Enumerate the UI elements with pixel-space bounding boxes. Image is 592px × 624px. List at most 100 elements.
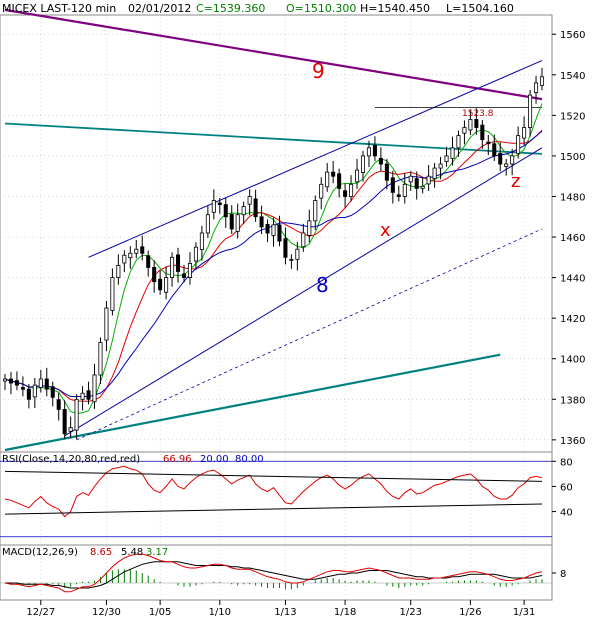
macd-tick-label: 8	[560, 569, 566, 580]
rsi-value-current: 66.96	[163, 454, 192, 465]
candle-body	[456, 135, 461, 149]
candle-body	[402, 183, 407, 197]
candle-body	[337, 173, 342, 189]
candle-body	[104, 307, 109, 341]
candle-body	[295, 248, 300, 260]
candle-body	[277, 224, 282, 242]
candle-body	[534, 82, 539, 94]
candle-body	[211, 200, 216, 213]
candle-body	[80, 392, 85, 400]
candle-body	[38, 378, 43, 388]
candle-body	[343, 190, 348, 197]
price-tick-label: 1380	[560, 395, 585, 406]
candle-body	[158, 278, 163, 291]
candle-body	[235, 214, 240, 232]
price-tick-label: 1520	[560, 111, 585, 122]
candle-body	[110, 277, 115, 311]
candle-body	[134, 248, 139, 254]
candle-body	[420, 185, 425, 189]
price-tick-label: 1360	[560, 436, 585, 447]
candle-body	[408, 175, 413, 183]
candle-body	[164, 277, 169, 293]
candle-body	[98, 342, 103, 376]
candle-body	[396, 194, 401, 197]
candle-body	[32, 384, 37, 398]
price-tick-label: 1480	[560, 192, 585, 203]
candle-body	[444, 155, 449, 162]
candle-body	[283, 238, 288, 258]
price-tick-label: 1540	[560, 71, 585, 82]
candle-body	[426, 175, 431, 185]
candle-body	[199, 232, 204, 251]
rsi-trendline	[4, 470, 543, 482]
header-high: H=1540.450	[360, 2, 430, 15]
candle-body	[301, 232, 306, 248]
trendline-teal-support	[4, 353, 501, 452]
price-tick-label: 1500	[560, 152, 585, 163]
candle-body	[289, 258, 294, 261]
rsi-tick-label: 80	[560, 457, 573, 468]
candle-body	[384, 163, 389, 181]
candle-body	[86, 390, 91, 400]
candle-body	[355, 169, 360, 183]
candle-body	[146, 255, 151, 268]
rsi-title: RSI(Close,14,20,80,red,red)	[2, 454, 140, 465]
macd-value-hist: 3.17	[146, 547, 168, 558]
candle-body	[372, 144, 377, 157]
time-tick-label: 1/10	[209, 607, 231, 618]
wave-label-z: z	[511, 171, 520, 192]
rsi-tick-label: 60	[560, 482, 573, 493]
axis-layer: 1360 1380 1400 1420 1440 1460 1480 1500 1520 1540…	[26, 30, 585, 618]
candle-body	[450, 147, 455, 159]
trendline-dotted-support	[76, 228, 543, 441]
candle-body	[510, 155, 515, 165]
candle-body	[20, 387, 25, 390]
candle-body	[26, 388, 31, 400]
header-date: 02/01/2012	[128, 2, 191, 15]
time-tick-label: 1/31	[513, 607, 535, 618]
price-tick-label: 1460	[560, 233, 585, 244]
candle-body	[480, 124, 485, 141]
candle-body	[492, 143, 497, 157]
macd-title: MACD(12,26,9)	[2, 547, 78, 558]
rsi-value-low: 20.00	[200, 454, 229, 465]
candle-body	[229, 213, 234, 230]
price-tick-label: 1560	[560, 30, 585, 41]
candle-body	[360, 155, 366, 173]
candle-body	[271, 224, 276, 236]
candle-body	[128, 252, 133, 259]
candle-body	[187, 263, 192, 279]
candle-body	[539, 76, 545, 86]
wave-label-9: 9	[312, 59, 325, 83]
candle-body	[390, 177, 395, 193]
candle-body	[8, 378, 13, 384]
candle-body	[253, 198, 258, 218]
resistance-level-label: 1523.8	[462, 109, 494, 119]
candle-body	[259, 216, 264, 228]
time-tick-label: 1/18	[334, 607, 356, 618]
candle-body	[181, 273, 187, 279]
time-tick-label: 12/30	[92, 607, 121, 618]
candle-body	[2, 378, 8, 382]
candle-body	[68, 427, 73, 432]
rsi-line	[4, 465, 543, 518]
candle-body	[432, 167, 437, 180]
candle-body	[92, 374, 97, 403]
macd-signal-line	[5, 561, 543, 589]
candle-body	[462, 127, 467, 134]
time-tick-label: 1/26	[459, 607, 481, 618]
trendline-9	[4, 8, 543, 101]
candle-layer	[2, 67, 545, 440]
candle-body	[44, 378, 49, 390]
candle-body	[528, 94, 533, 128]
header-open: O=1510.300	[286, 2, 356, 15]
wave-label-x: x	[380, 220, 391, 241]
grid-layer	[0, 18, 552, 598]
candle-body	[516, 135, 521, 154]
macd-layer	[0, 553, 552, 593]
time-tick-label: 1/13	[274, 607, 296, 618]
price-tick-label: 1400	[560, 355, 585, 366]
candle-body	[170, 256, 175, 279]
candle-body	[247, 196, 252, 205]
